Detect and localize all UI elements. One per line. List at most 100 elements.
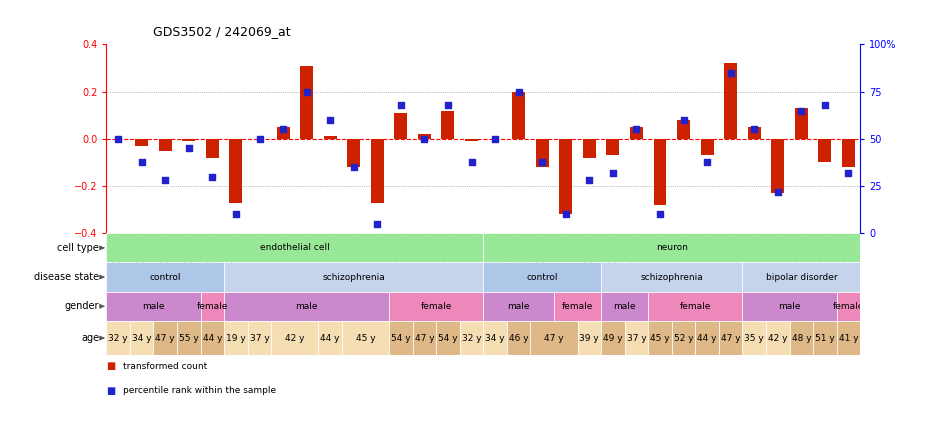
Bar [842, 139, 855, 167]
Point [629, 126, 644, 133]
Text: 39 y: 39 y [579, 333, 599, 342]
Text: 32 y: 32 y [462, 333, 481, 342]
Text: 42 y: 42 y [768, 333, 787, 342]
Bar [507, 321, 530, 355]
Bar [790, 321, 813, 355]
Bar [601, 292, 648, 321]
Bar [743, 262, 860, 292]
Point [746, 126, 761, 133]
Text: neuron: neuron [656, 243, 687, 252]
Text: 46 y: 46 y [509, 333, 528, 342]
Bar [106, 233, 483, 262]
Text: male: male [295, 302, 318, 311]
Point [699, 158, 714, 165]
Bar [224, 262, 483, 292]
Bar [719, 321, 743, 355]
Point [299, 88, 314, 95]
Text: 47 y: 47 y [544, 333, 564, 342]
Bar [130, 321, 154, 355]
Text: 34 y: 34 y [486, 333, 505, 342]
Point [205, 173, 220, 180]
Text: 37 y: 37 y [626, 333, 647, 342]
Bar [201, 321, 224, 355]
Bar [106, 321, 130, 355]
Text: schizophrenia: schizophrenia [640, 273, 703, 281]
Bar [347, 139, 360, 167]
Text: 47 y: 47 y [155, 333, 175, 342]
Bar [696, 321, 719, 355]
Bar [483, 233, 860, 262]
Text: 44 y: 44 y [320, 333, 339, 342]
Text: female: female [197, 302, 228, 311]
Point [228, 211, 243, 218]
Point [323, 116, 338, 123]
Bar [536, 139, 549, 167]
Point [559, 211, 574, 218]
Bar [837, 292, 860, 321]
Bar [224, 321, 248, 355]
Bar [554, 292, 601, 321]
Text: 47 y: 47 y [414, 333, 434, 342]
Text: age: age [81, 333, 99, 343]
Text: 55 y: 55 y [179, 333, 199, 342]
Bar [483, 321, 507, 355]
Bar [771, 139, 784, 193]
Bar [437, 321, 460, 355]
Point [181, 145, 196, 152]
Bar [154, 321, 177, 355]
Bar [418, 134, 431, 139]
Bar [512, 91, 525, 139]
Bar [813, 321, 837, 355]
Text: 44 y: 44 y [203, 333, 222, 342]
Text: male: male [508, 302, 530, 311]
Point [253, 135, 267, 143]
Text: 49 y: 49 y [603, 333, 623, 342]
Point [723, 69, 738, 76]
Text: female: female [421, 302, 452, 311]
Text: disease state: disease state [34, 272, 99, 282]
Bar [441, 111, 454, 139]
Point [841, 169, 856, 176]
Bar [106, 262, 224, 292]
Bar [766, 321, 790, 355]
Bar [465, 139, 478, 141]
Bar [601, 321, 624, 355]
Bar [560, 139, 573, 214]
Bar [648, 321, 672, 355]
Bar [371, 139, 384, 202]
Text: female: female [680, 302, 711, 311]
Bar [530, 321, 577, 355]
Text: cell type: cell type [57, 243, 99, 253]
Text: 54 y: 54 y [391, 333, 411, 342]
Text: female: female [832, 302, 864, 311]
Bar [324, 136, 337, 139]
Text: 51 y: 51 y [815, 333, 834, 342]
Bar [743, 321, 766, 355]
Bar [677, 120, 690, 139]
Bar [601, 262, 743, 292]
Point [606, 169, 621, 176]
Point [158, 177, 173, 184]
Point [582, 177, 597, 184]
Bar [201, 292, 224, 321]
Point [771, 188, 785, 195]
Bar [583, 139, 596, 158]
Bar [724, 63, 737, 139]
Text: control: control [526, 273, 558, 281]
Point [440, 101, 455, 108]
Bar [743, 292, 837, 321]
Bar [159, 139, 172, 151]
Bar [224, 292, 389, 321]
Bar [577, 321, 601, 355]
Text: 47 y: 47 y [721, 333, 741, 342]
Text: 32 y: 32 y [108, 333, 128, 342]
Text: GDS3502 / 242069_at: GDS3502 / 242069_at [153, 25, 290, 38]
Bar [300, 66, 313, 139]
Bar [389, 321, 413, 355]
Bar [654, 139, 667, 205]
Text: 48 y: 48 y [792, 333, 811, 342]
Bar [483, 292, 554, 321]
Point [346, 164, 361, 171]
Point [818, 101, 833, 108]
Bar [837, 321, 860, 355]
